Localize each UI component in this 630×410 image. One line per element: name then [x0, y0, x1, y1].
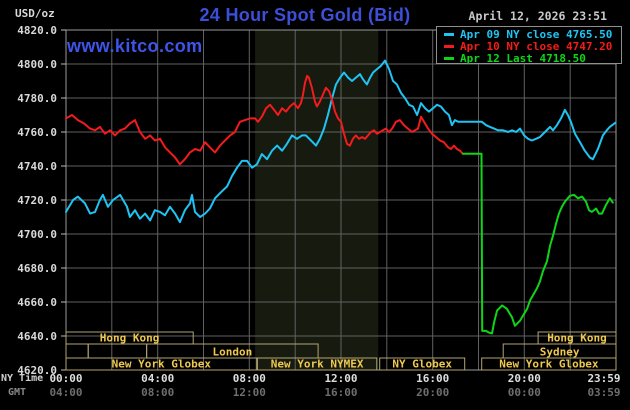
x-axis-tick-label: 00:00 — [507, 386, 541, 399]
x-axis-tick-label: 16:00 — [324, 386, 358, 399]
session-label: Sydney — [540, 346, 580, 359]
x-axis-tick-label: 20:00 — [507, 372, 541, 385]
y-axis-tick-label: 4780.0 — [17, 92, 57, 105]
x-axis-tick-label: 08:00 — [141, 386, 175, 399]
x-axis-row1-label: NY Time — [1, 373, 44, 384]
session-label: London — [213, 346, 253, 359]
legend-label: Apr 09 NY close 4765.50 — [460, 28, 613, 41]
series-line-0 — [65, 59, 617, 224]
y-axis-tick-label: 4740.0 — [17, 160, 57, 173]
y-axis-tick-label: 4760.0 — [17, 126, 57, 139]
session-box — [65, 343, 89, 359]
session-label: NY Globex — [392, 358, 452, 371]
legend: Apr 09 NY close 4765.50 Apr 10 NY close … — [436, 26, 622, 65]
legend-label: Apr 12 Last 4718.50 — [460, 52, 586, 65]
legend-dash-icon — [444, 56, 454, 60]
x-axis-tick-label: 12:00 — [324, 372, 358, 385]
series-line-2 — [461, 152, 614, 335]
legend-item-apr12: Apr 12 Last 4718.50 — [442, 52, 621, 65]
x-axis-tick-label: 12:00 — [232, 386, 266, 399]
session-box — [256, 357, 378, 371]
session-box — [87, 343, 148, 359]
y-axis-tick-label: 4700.0 — [17, 228, 57, 241]
x-axis-tick-label: 16:00 — [416, 372, 450, 385]
y-axis-tick-label: 4620.0 — [17, 364, 57, 377]
x-axis-tick-label: 20:00 — [416, 386, 450, 399]
legend-dash-icon — [444, 44, 454, 48]
y-axis-tick-label: 4720.0 — [17, 194, 57, 207]
x-axis-tick-label: 04:00 — [49, 386, 83, 399]
session-label: New York NYMEX — [271, 358, 364, 371]
chart-title: 24 Hour Spot Gold (Bid) — [199, 5, 411, 25]
session-label: New York Globex — [112, 358, 212, 371]
x-axis-tick-label: 23:59 — [587, 372, 621, 385]
y-axis-tick-label: 4660.0 — [17, 296, 57, 309]
x-axis-tick-label: 08:00 — [232, 372, 266, 385]
x-axis-tick-label: 00:00 — [49, 372, 83, 385]
session-box — [481, 357, 617, 371]
x-axis-tick-label: 04:00 — [141, 372, 175, 385]
legend-label: Apr 10 NY close 4747.20 — [460, 40, 613, 53]
y-axis-unit-label: USD/oz — [15, 7, 55, 20]
chart-timestamp: April 12, 2026 23:51 — [468, 9, 607, 23]
x-axis-row2-label: GMT — [8, 387, 27, 398]
legend-item-apr09: Apr 09 NY close 4765.50 — [442, 28, 621, 41]
y-axis-tick-label: 4680.0 — [17, 262, 57, 275]
y-axis-tick-label: 4640.0 — [17, 330, 57, 343]
session-box — [379, 357, 466, 371]
session-label: New York Globex — [499, 358, 599, 371]
session-box — [65, 357, 258, 371]
y-axis-tick-label: 4800.0 — [17, 58, 57, 71]
legend-item-apr10: Apr 10 NY close 4747.20 — [442, 40, 621, 53]
session-label: Hong Kong — [547, 332, 607, 345]
y-axis-tick-label: 4820.0 — [17, 24, 57, 37]
kitco-watermark: www.kitco.com — [67, 36, 203, 56]
series-line-1 — [65, 74, 464, 166]
session-label: Hong Kong — [100, 332, 160, 345]
x-axis-tick-label: 03:59 — [587, 386, 621, 399]
legend-dash-icon — [444, 32, 454, 36]
